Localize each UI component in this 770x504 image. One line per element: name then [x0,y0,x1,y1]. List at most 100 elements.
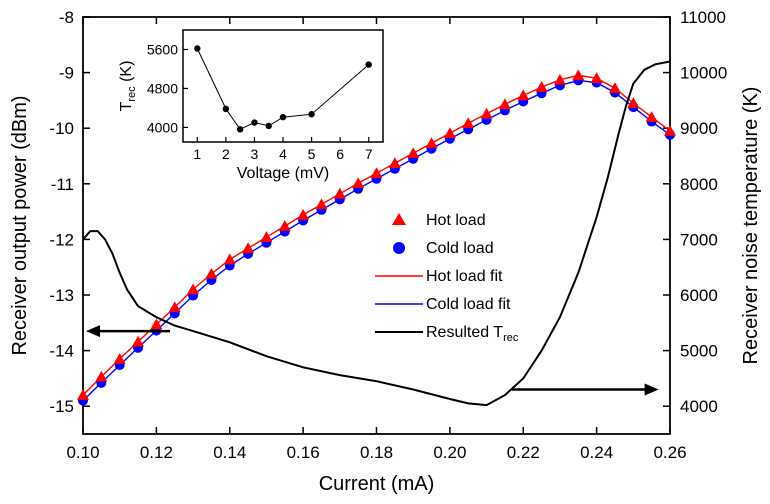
inset-chart: 1 2 3 4 5 6 7 4000 4800 5600 Voltage (mV) Trec (K… [118,29,384,182]
inset-point [365,61,372,68]
y-tick-label: -10 [49,119,74,138]
y2-tick-label: 8000 [680,175,718,194]
y-tick-label: -8 [59,8,74,27]
hot-load-point [168,301,181,313]
inset-ylabel-unit: (K) [118,61,135,87]
inset-point [308,111,315,118]
inset-x-tick-label: 2 [222,146,230,162]
x-tick-label: 0.12 [140,443,173,462]
hot-load-point [77,389,89,400]
inset-x-tick-label: 4 [279,146,287,162]
inset-data [194,45,372,133]
inset-y-tick-label: 5600 [147,41,178,57]
legend-cold-label: Cold load [426,240,494,257]
y2-tick-label: 10000 [680,64,727,83]
inset-x-axis-label: Voltage (mV) [237,165,329,182]
legend-cold-marker [393,242,405,254]
inset-y-axis-label: Trec (K) [118,61,138,112]
x-tick-label: 0.24 [580,443,613,462]
hot-load-point [553,73,566,85]
hot-load-point [352,177,365,189]
inset-ticks: 1 2 3 4 5 6 7 4000 4800 5600 [147,41,373,162]
trec-line-layer [82,60,671,407]
hot-load-point [278,220,291,231]
inset-point [251,119,258,126]
inset-point [265,122,272,130]
y2-tick-label: 5000 [680,342,718,361]
x-tick-label: 0.20 [433,443,466,462]
hot-load-point [572,69,585,81]
inset-x-tick-label: 5 [308,146,316,162]
inset-frame [182,29,384,143]
legend: Hot load Cold load Hot load fit Cold loa… [375,212,519,344]
x-axis-label: Current (mA) [319,473,435,495]
hot-load-point [590,72,603,83]
y-tick-label: -14 [49,342,74,361]
y2-axis-label: Receiver noise temperature (K) [740,87,762,365]
x-tick-label: 0.10 [66,443,99,462]
hot-load-point [370,167,383,179]
hot-load-point [242,242,255,254]
axis-arrows [86,325,659,396]
hot-load-point [517,89,530,101]
hot-load-point [498,98,511,110]
hot-load-point [407,147,420,159]
legend-trec-label: Resulted Trec [426,324,519,344]
y-tick-label: -9 [59,64,74,83]
left-arrow-head [86,325,101,338]
inset-x-tick-label: 1 [193,146,201,162]
hot-load-point [95,370,108,382]
hot-load-point [443,127,456,139]
inset-y-tick-label: 4800 [147,80,178,96]
inset-ylabel-main: T [118,101,135,111]
x-tick-label: 0.22 [507,443,540,462]
y-tick-label: -12 [49,230,74,249]
hot-load-point [223,253,236,265]
hot-load-point [388,157,401,169]
hot-load-point [333,187,346,199]
legend-trec-main: Resulted T [426,324,503,341]
hot-load-point [113,352,126,364]
legend-coldfit-label: Cold load fit [426,296,511,313]
inset-x-tick-label: 7 [365,146,373,162]
hot-load-point [425,137,438,149]
y2-tick-label: 9000 [680,119,718,138]
y-tick-label: -13 [49,286,74,305]
y-axis-label: Receiver output power (dBm) [9,95,31,355]
trec-line [82,60,671,407]
inset-point [222,105,230,113]
hot-load-point [627,97,640,108]
y-tick-label: -15 [49,397,74,416]
legend-trec-sub: rec [503,332,519,344]
hot-load-point [297,208,310,220]
inset-ylabel-sub: rec [126,86,138,102]
y2-tick-label: 4000 [680,397,718,416]
y-tick-label: -11 [51,175,74,194]
hot-load-point [535,81,548,92]
inset-point [194,45,201,52]
inset-point [279,113,287,121]
data-markers [77,69,676,406]
y2-tick-label: 6000 [680,286,718,305]
x-tick-label: 0.14 [213,443,246,462]
inset-y-tick-label: 4000 [147,119,178,135]
hot-load-point [462,117,475,128]
x-tick-label: 0.16 [287,443,320,462]
hot-load-point [260,231,273,242]
x-tick-label: 0.26 [653,443,686,462]
hot-load-point [480,107,493,119]
legend-hot-marker [392,213,406,225]
hot-load-point [150,318,163,330]
inset-point [236,126,244,133]
hot-load-point [645,111,658,122]
inset-x-tick-label: 6 [336,146,344,162]
y2-tick-label: 7000 [680,230,718,249]
inset-line [196,48,370,130]
inset-x-tick-label: 3 [251,146,259,162]
x-tick-label: 0.18 [360,443,393,462]
hot-load-point [315,198,328,210]
hot-load-point [205,267,218,279]
hot-load-point [608,82,621,93]
